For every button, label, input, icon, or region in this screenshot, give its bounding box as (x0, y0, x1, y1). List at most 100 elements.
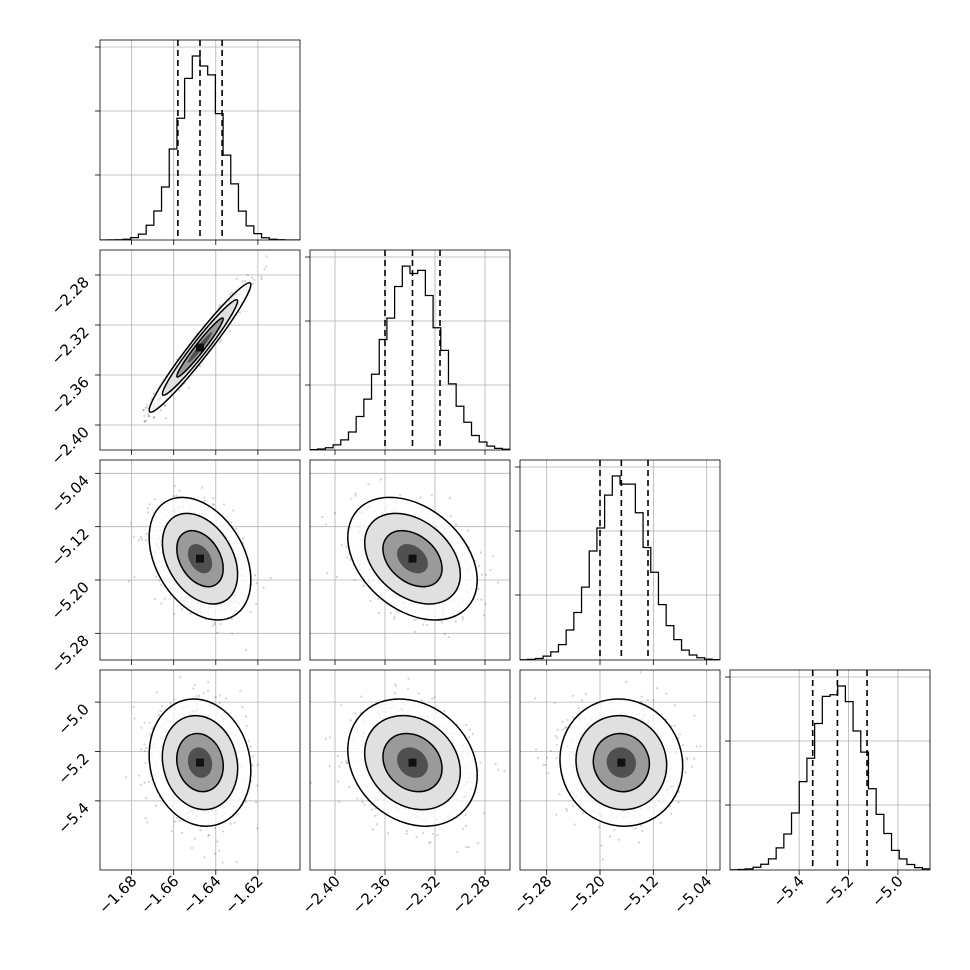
scatter-point (152, 392, 155, 395)
scatter-point (241, 280, 244, 283)
scatter-point (428, 842, 431, 845)
scatter-point (169, 702, 172, 705)
scatter-point (140, 748, 143, 751)
scatter-point (249, 610, 252, 613)
scatter-point (640, 695, 643, 698)
scatter-point (326, 572, 329, 575)
y-tick-label: −2.36 (48, 373, 93, 418)
scatter-point (419, 496, 422, 499)
panel-0-0 (95, 39, 301, 245)
scatter-point (132, 706, 135, 709)
scatter-point (405, 829, 409, 832)
scatter-point (393, 692, 397, 695)
scatter-point (231, 291, 234, 294)
x-tick-label: −1.64 (179, 872, 224, 917)
density-peak-cell (196, 343, 204, 352)
scatter-point (144, 817, 147, 820)
contour-line (382, 732, 443, 793)
scatter-point (180, 831, 184, 834)
density-peak-cell (408, 758, 417, 767)
scatter-point (214, 696, 217, 699)
scatter-point (144, 539, 148, 542)
scatter-point (147, 780, 150, 783)
scatter-point (329, 736, 332, 739)
scatter-point (461, 618, 465, 621)
scatter-point (431, 832, 435, 836)
scatter-point (200, 486, 204, 489)
scatter-point (237, 813, 240, 816)
density-area (125, 676, 260, 864)
scatter-point (263, 268, 266, 271)
y-tick-label: −5.04 (48, 471, 93, 516)
scatter-point (639, 671, 642, 674)
scatter-point (413, 618, 416, 622)
scatter-point (212, 497, 215, 500)
scatter-point (387, 832, 390, 835)
scatter-point (143, 721, 146, 724)
scatter-point (148, 721, 151, 724)
scatter-point (251, 755, 255, 758)
scatter-point (468, 728, 472, 731)
y-tick-label: −5.0 (54, 700, 92, 738)
scatter-point (193, 837, 197, 840)
scatter-point (214, 623, 217, 626)
scatter-point (363, 803, 366, 806)
scatter-point (144, 419, 147, 423)
scatter-point (513, 537, 515, 539)
scatter-point (354, 712, 357, 715)
y-tick-label: −5.2 (54, 750, 92, 788)
scatter-point (251, 764, 254, 767)
scatter-point (242, 537, 245, 540)
scatter-point (429, 840, 432, 844)
scatter-point (433, 696, 436, 699)
scatter-point (407, 677, 410, 680)
contour-line (363, 714, 462, 811)
scatter-point (577, 706, 580, 710)
scatter-point (160, 705, 164, 708)
scatter-point (426, 623, 429, 627)
scatter-point (239, 689, 242, 693)
scatter-point (440, 621, 444, 624)
scatter-point (670, 812, 673, 815)
scatter-point (142, 408, 145, 412)
scatter-point (686, 758, 689, 761)
scatter-point (244, 648, 247, 652)
scatter-point (456, 850, 459, 853)
scatter-point (145, 532, 148, 535)
scatter-point (349, 719, 352, 722)
scatter-point (199, 828, 202, 832)
scatter-point (549, 749, 553, 753)
scatter-point (146, 406, 149, 409)
scatter-point (345, 762, 349, 765)
scatter-point (178, 389, 181, 392)
scatter-point (147, 415, 150, 418)
contour-line (347, 698, 478, 827)
scatter-point (536, 756, 540, 760)
scatter-point (247, 739, 250, 742)
scatter-point (152, 416, 156, 419)
scatter-point (140, 726, 143, 729)
scatter-point (467, 736, 470, 739)
scatter-point (480, 598, 483, 601)
scatter-point (193, 683, 196, 687)
scatter-point (213, 621, 216, 624)
scatter-point (244, 801, 247, 804)
scatter-point (377, 597, 380, 601)
scatter-point (160, 602, 163, 605)
scatter-point (230, 617, 233, 621)
scatter-point (471, 732, 474, 735)
scatter-point (477, 565, 480, 568)
scatter-point (393, 683, 397, 686)
scatter-point (232, 509, 235, 512)
scatter-point (477, 587, 480, 590)
scatter-point (484, 573, 488, 576)
scatter-point (219, 341, 222, 344)
panel-1-1 (305, 249, 511, 455)
scatter-point (340, 761, 343, 764)
scatter-point (371, 828, 374, 831)
scatter-point (139, 783, 142, 786)
scatter-point (250, 276, 254, 279)
scatter-point (153, 597, 157, 601)
histogram-step (310, 265, 510, 450)
scatter-point (251, 282, 254, 285)
